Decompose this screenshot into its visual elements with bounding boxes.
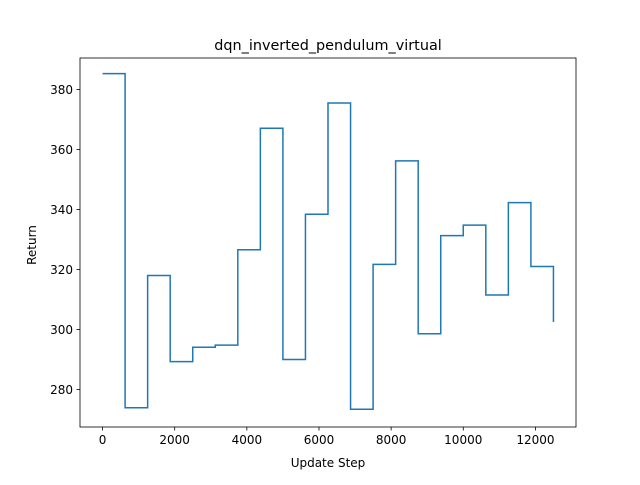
x-axis-label: Update Step (291, 456, 366, 470)
x-tick-label: 10000 (444, 433, 482, 447)
y-tick-label: 280 (50, 383, 73, 397)
x-tick-label: 8000 (376, 433, 407, 447)
x-tick-label: 0 (99, 433, 107, 447)
x-tick-label: 4000 (232, 433, 263, 447)
y-tick-label: 380 (50, 83, 73, 97)
y-tick-label: 360 (50, 143, 73, 157)
y-tick-label: 320 (50, 263, 73, 277)
x-tick-label: 2000 (159, 433, 190, 447)
chart-title: dqn_inverted_pendulum_virtual (214, 38, 442, 54)
y-axis-label: Return (25, 225, 39, 265)
x-tick-label: 12000 (516, 433, 554, 447)
y-tick-label: 300 (50, 323, 73, 337)
x-tick-label: 6000 (304, 433, 335, 447)
y-tick-label: 340 (50, 203, 73, 217)
